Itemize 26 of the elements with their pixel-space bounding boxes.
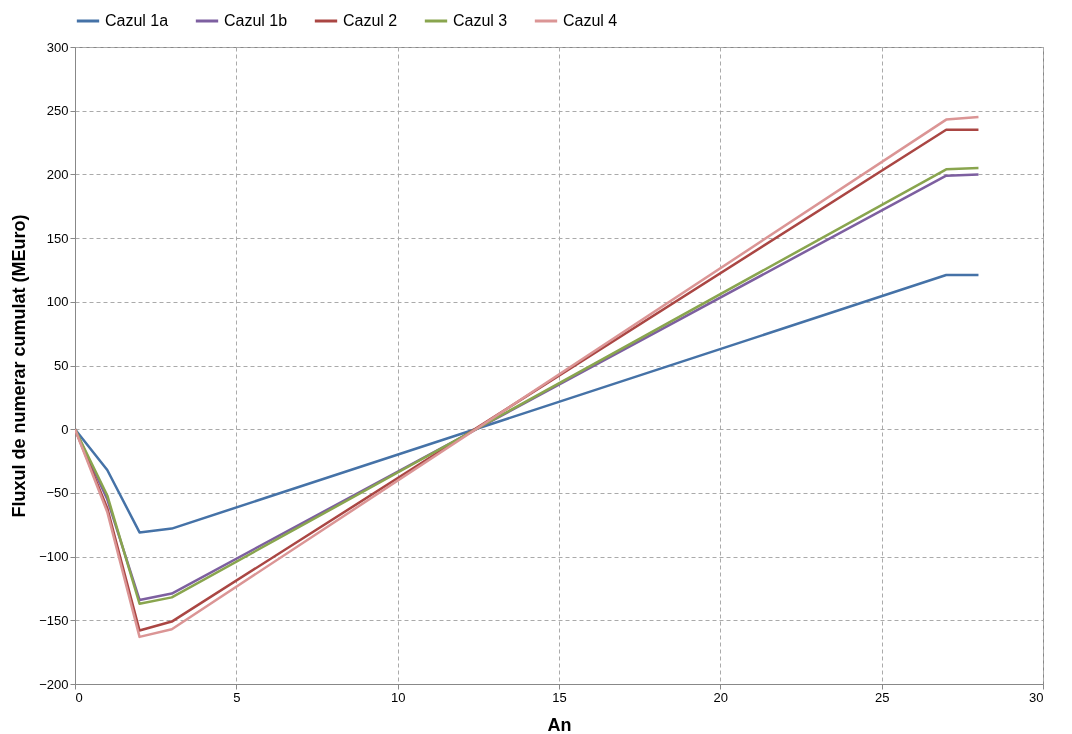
x-tick-label: 15 — [552, 689, 567, 705]
x-tick-label: 5 — [233, 689, 241, 705]
y-tick-label: −200 — [39, 676, 69, 692]
x-tick-label: 30 — [1029, 689, 1044, 705]
y-tick-label: 300 — [46, 39, 69, 55]
y-tick-label: 250 — [46, 103, 69, 119]
y-tick-label: −50 — [46, 485, 69, 501]
y-tick-label: 100 — [46, 294, 69, 310]
legend-label: Cazul 2 — [343, 12, 398, 29]
y-tick-label: −100 — [39, 549, 69, 565]
x-tick-label: 25 — [874, 689, 890, 705]
line-series — [75, 273, 980, 534]
legend-label: Cazul 1a — [105, 12, 169, 29]
x-tick-label: 20 — [713, 689, 729, 705]
y-tick-label: 200 — [46, 166, 69, 182]
y-tick-label: 150 — [46, 230, 69, 246]
y-axis-title: Fluxul de numerar cumulat (MEuro) — [9, 214, 30, 518]
legend-label: Cazul 1b — [224, 12, 288, 29]
x-tick-label: 10 — [390, 689, 406, 705]
legend-label: Cazul 3 — [453, 12, 508, 29]
y-tick-label: −150 — [39, 612, 69, 628]
x-tick-label: 0 — [75, 689, 83, 705]
y-tick-label: 50 — [54, 358, 69, 373]
y-tick-label: 0 — [61, 421, 69, 437]
legend-label: Cazul 4 — [563, 12, 618, 29]
x-axis-title: An — [547, 714, 572, 734]
